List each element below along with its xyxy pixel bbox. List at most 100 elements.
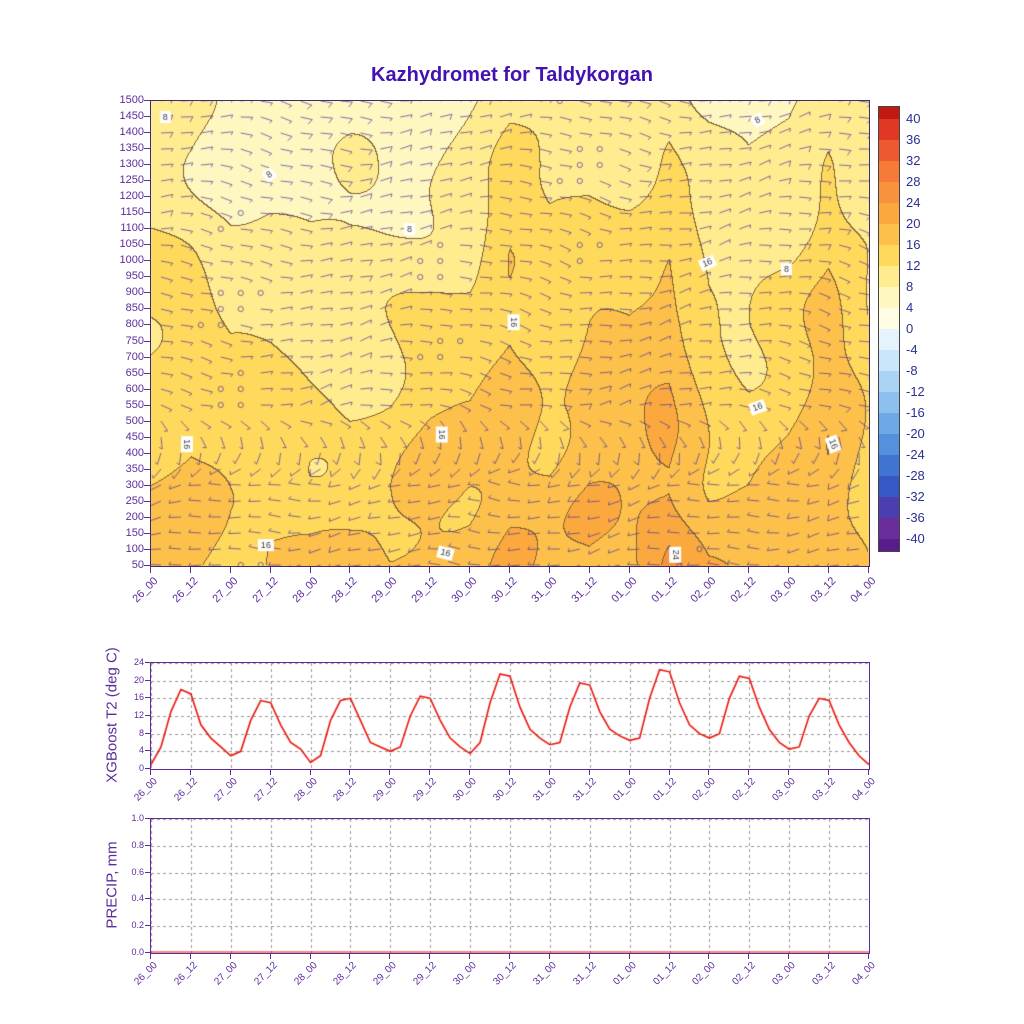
colorbar-cell [879, 245, 899, 266]
tick-mark [145, 818, 150, 819]
tick-mark [469, 567, 471, 573]
tick-mark [144, 500, 150, 502]
colorbar-cell [879, 119, 899, 140]
colorbar-cell [879, 497, 899, 518]
colorbar-tick-label: 4 [906, 300, 914, 315]
y-tick-label: 1350 [119, 142, 144, 155]
colorbar-tick-label: -20 [906, 426, 925, 441]
tick-mark [189, 954, 191, 959]
colorbar-cell [879, 203, 899, 224]
tick-mark [509, 567, 510, 573]
y-tick-label: 450 [125, 430, 144, 443]
tick-mark [150, 567, 151, 573]
y-tick-label: 1000 [119, 254, 144, 267]
y-tick-label: 200 [125, 510, 144, 523]
tick-mark [309, 770, 311, 775]
y-tick-label: 350 [125, 462, 144, 475]
tick-mark [144, 244, 150, 246]
tick-mark [145, 750, 150, 752]
tick-mark [868, 954, 869, 959]
tick-mark [708, 954, 710, 959]
tick-mark [144, 212, 150, 214]
y-tick-label: 1100 [120, 222, 144, 235]
tick-mark [828, 770, 830, 775]
y-tick-label: 16 [133, 692, 144, 703]
tick-mark [748, 770, 750, 775]
tick-mark [509, 954, 510, 959]
colorbar-cell [879, 182, 899, 203]
precip-axis-title: PRECIP, mm [103, 841, 121, 929]
y-tick-label: 800 [125, 318, 144, 331]
colorbar-tick-label: 20 [906, 216, 921, 231]
tick-mark [145, 952, 150, 953]
tick-mark [429, 770, 431, 775]
tick-mark [144, 356, 150, 358]
tick-mark [828, 954, 830, 959]
tick-mark [708, 567, 710, 573]
tick-mark [389, 770, 391, 775]
y-tick-label: 0.4 [131, 893, 144, 904]
tick-mark [144, 308, 150, 310]
y-tick-label: 150 [125, 526, 144, 539]
colorbar-cell [879, 413, 899, 434]
colorbar-tick-label: 12 [906, 258, 921, 273]
tick-mark [144, 228, 150, 230]
tick-mark [144, 116, 150, 118]
contour-plot-canvas [150, 100, 870, 567]
y-tick-label: 550 [125, 398, 144, 411]
tick-mark [144, 324, 150, 326]
tick-mark [150, 770, 151, 775]
tick-mark [788, 954, 790, 959]
colorbar-cell [879, 308, 899, 329]
y-tick-label: 300 [125, 478, 144, 491]
tick-mark [144, 196, 150, 198]
tick-mark [229, 954, 231, 959]
tick-mark [269, 770, 271, 775]
tick-mark [144, 164, 150, 166]
colorbar-tick-label: 8 [906, 279, 914, 294]
colorbar-tick-label: -16 [906, 405, 925, 420]
t2-line-chart-canvas [150, 662, 870, 770]
tick-mark [748, 954, 750, 959]
tick-mark [145, 844, 150, 846]
tick-mark [229, 770, 231, 775]
colorbar-tick-label: 32 [906, 153, 921, 168]
tick-mark [144, 484, 150, 486]
colorbar-cell [879, 434, 899, 455]
tick-mark [150, 954, 151, 959]
tick-mark [144, 516, 150, 518]
tick-mark [144, 260, 150, 262]
tick-mark [145, 679, 150, 681]
colorbar-tick-label: -12 [906, 384, 925, 399]
tick-mark [144, 100, 150, 101]
y-tick-label: 24 [133, 657, 144, 667]
tick-mark [144, 292, 150, 294]
colorbar-tick-label: 24 [906, 195, 921, 210]
tick-mark [144, 468, 150, 470]
tick-mark [748, 567, 750, 573]
tick-mark [389, 567, 391, 573]
tick-mark [144, 340, 150, 342]
colorbar-tick-label: -40 [906, 531, 925, 546]
tick-mark [469, 770, 471, 775]
tick-mark [145, 768, 150, 769]
tick-mark [309, 954, 311, 959]
y-tick-label: 1.0 [131, 813, 144, 823]
colorbar-cell [879, 518, 899, 539]
tick-mark [145, 662, 150, 663]
y-tick-label: 0.8 [131, 839, 144, 850]
tick-mark [828, 567, 830, 573]
tick-mark [145, 925, 150, 927]
tick-mark [788, 770, 790, 775]
tick-mark [144, 452, 150, 454]
y-tick-label: 850 [125, 302, 144, 315]
y-tick-label: 0.2 [131, 920, 144, 931]
colorbar-cell [879, 392, 899, 413]
colorbar-tick-label: 28 [906, 174, 921, 189]
tick-mark [628, 567, 630, 573]
y-tick-label: 650 [125, 366, 144, 379]
tick-mark [349, 567, 351, 573]
colorbar-cell [879, 287, 899, 308]
y-tick-label: 1050 [119, 238, 144, 251]
